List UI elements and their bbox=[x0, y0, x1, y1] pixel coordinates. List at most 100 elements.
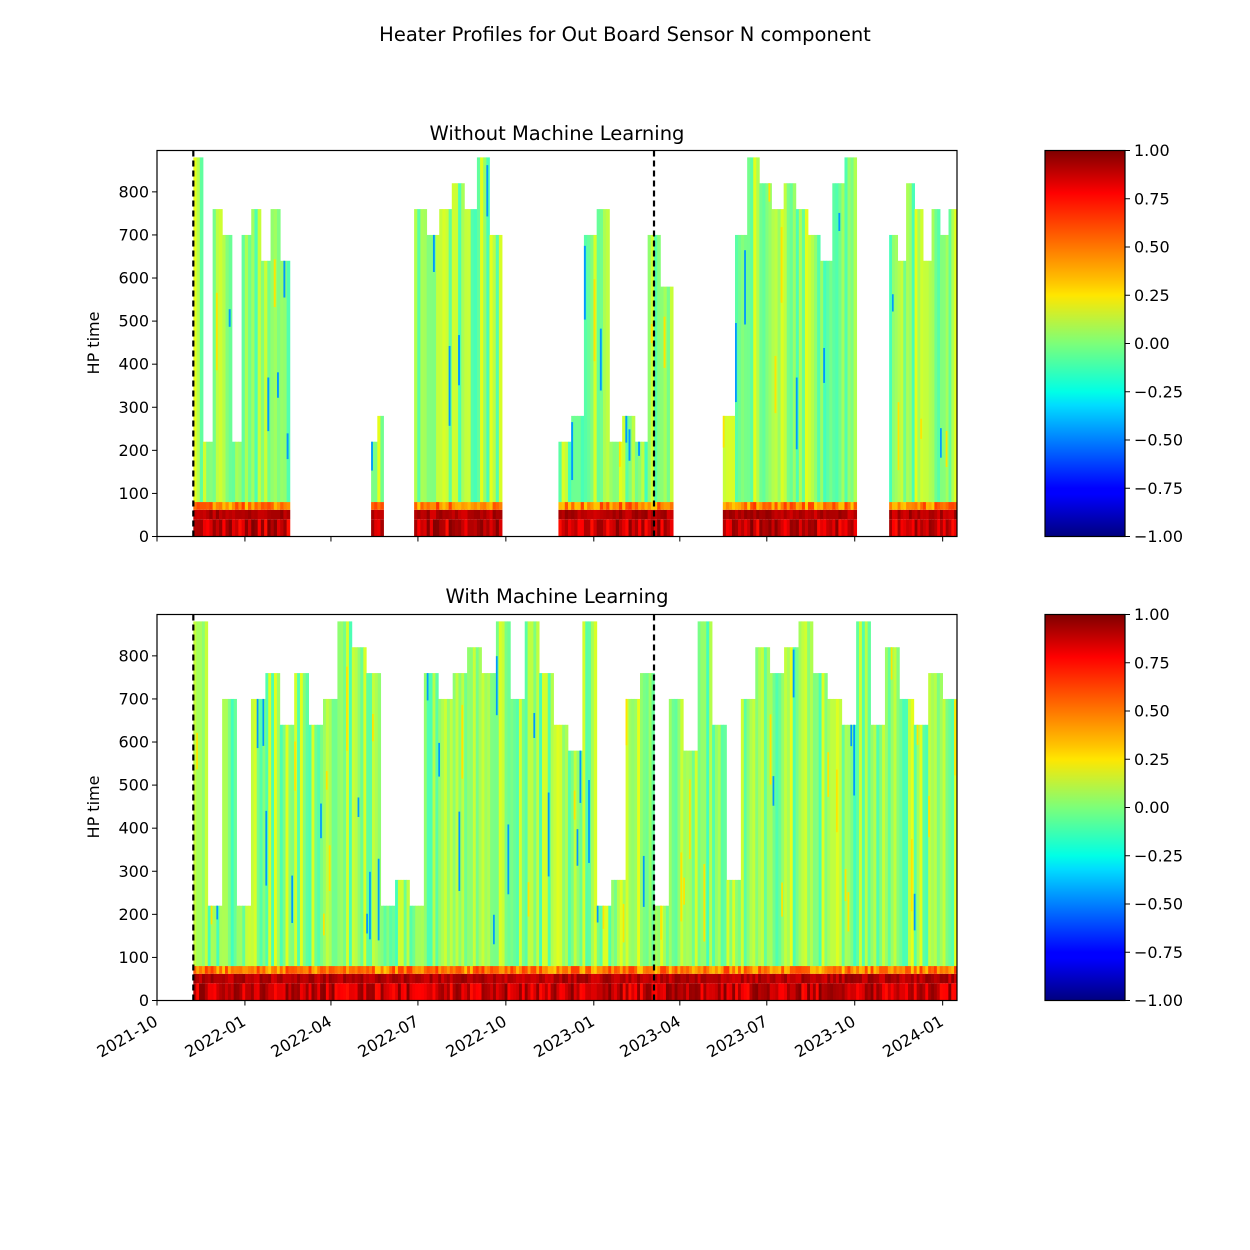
heatmap-cell bbox=[452, 673, 456, 967]
heatmap-cell bbox=[323, 973, 327, 984]
heatmap-cell bbox=[395, 966, 399, 974]
heatmap-cell bbox=[784, 966, 788, 974]
colorbar-tick-label: −1.00 bbox=[1134, 527, 1183, 546]
heatmap-cell bbox=[593, 621, 598, 967]
heatmap-cell bbox=[248, 905, 252, 967]
heatmap-cell bbox=[478, 983, 482, 1001]
heatmap-cell bbox=[945, 509, 949, 520]
heatmap-cell bbox=[951, 509, 955, 520]
heatmap-cell bbox=[461, 973, 465, 984]
heatmap-cell bbox=[660, 983, 664, 1001]
heatmap-cell bbox=[712, 983, 716, 1001]
heatmap-cell bbox=[383, 983, 387, 1001]
heatmap-cell bbox=[752, 973, 756, 984]
heatmap-cell bbox=[777, 209, 782, 503]
heatmap-cell bbox=[464, 502, 468, 510]
heatmap-cell bbox=[631, 973, 635, 984]
heatmap-cell bbox=[521, 983, 526, 1001]
heatmap-cell bbox=[302, 966, 307, 974]
heatmap-cell bbox=[811, 509, 815, 520]
heatmap-cell bbox=[768, 183, 771, 202]
heatmap-cell bbox=[212, 519, 217, 537]
heatmap-cell bbox=[945, 973, 949, 984]
heatmap-cell bbox=[438, 698, 442, 967]
heatmap-cell bbox=[605, 983, 609, 1001]
heatmap-cell bbox=[219, 905, 223, 967]
heatmap-cell bbox=[481, 966, 485, 974]
heatmap-cell bbox=[567, 750, 572, 967]
heatmap-cell bbox=[268, 983, 272, 1001]
heatmap-cell bbox=[587, 502, 591, 510]
heatmap-cell bbox=[429, 973, 433, 984]
heatmap-cell bbox=[783, 509, 788, 520]
heatmap-cell bbox=[795, 209, 800, 503]
heatmap-cell bbox=[274, 966, 278, 974]
heatmap-cell bbox=[544, 673, 549, 967]
heatmap-cell bbox=[308, 973, 312, 984]
heatmap-cell bbox=[441, 983, 445, 1001]
heatmap-cell bbox=[801, 966, 805, 974]
heatmap-cell bbox=[580, 415, 585, 503]
heatmap-cell bbox=[212, 209, 217, 503]
heatmap-cell bbox=[896, 966, 900, 974]
heatmap-cell bbox=[614, 983, 618, 1001]
heatmap-cell bbox=[789, 983, 794, 1001]
heatmap-cell bbox=[328, 983, 333, 1001]
heatmap-cell bbox=[833, 698, 837, 967]
heatmap-cell bbox=[348, 983, 353, 1001]
heatmap-cell bbox=[663, 966, 667, 974]
heatmap-cell bbox=[583, 245, 586, 320]
heatmap-cell bbox=[897, 402, 900, 471]
heatmap-cell bbox=[747, 502, 751, 510]
heatmap-cell bbox=[254, 519, 259, 537]
heatmap-cell bbox=[576, 983, 580, 1001]
heatmap-column bbox=[366, 673, 382, 1001]
heatmap-cell bbox=[622, 966, 626, 974]
heatmap-cell bbox=[280, 260, 284, 503]
heatmap-cell bbox=[590, 502, 594, 510]
heatmap-cell bbox=[638, 509, 642, 520]
heatmap-column bbox=[495, 621, 511, 1001]
heatmap-cell bbox=[513, 983, 517, 1001]
heatmap-cell bbox=[354, 966, 358, 974]
heatmap-cell bbox=[814, 519, 818, 537]
heatmap-cell bbox=[750, 157, 754, 503]
heatmap-cell bbox=[225, 698, 229, 967]
heatmap-cell bbox=[291, 983, 295, 1001]
heatmap-cell bbox=[686, 750, 690, 967]
heatmap-cell bbox=[360, 983, 364, 1001]
heatmap-cell bbox=[516, 983, 520, 1001]
heatmap-cell bbox=[890, 647, 893, 680]
heatmap-cell bbox=[925, 502, 930, 510]
heatmap-cell bbox=[896, 647, 900, 967]
heatmap-column bbox=[481, 673, 497, 1001]
heatmap-cell bbox=[882, 973, 886, 984]
heatmap-cell bbox=[936, 983, 941, 1001]
y-tick-label: 500 bbox=[118, 776, 149, 795]
heatmap-cell bbox=[196, 973, 200, 984]
heatmap-cell bbox=[599, 973, 603, 984]
heatmap-cell bbox=[853, 724, 855, 796]
heatmap-cell bbox=[815, 983, 820, 1001]
heatmap-cell bbox=[847, 157, 851, 503]
heatmap-cell bbox=[789, 966, 794, 974]
heatmap-cell bbox=[314, 983, 318, 1001]
heatmap-column bbox=[489, 234, 503, 537]
heatmap-cell bbox=[389, 905, 393, 967]
heatmap-cell bbox=[550, 673, 554, 967]
heatmap-cell bbox=[458, 335, 460, 386]
heatmap-cell bbox=[783, 519, 788, 537]
heatmap-cell bbox=[694, 750, 699, 967]
heatmap-cell bbox=[942, 519, 947, 537]
heatmap-cell bbox=[725, 415, 730, 503]
heatmap-cell bbox=[302, 983, 307, 1001]
heatmap-cell bbox=[257, 509, 262, 520]
heatmap-cell bbox=[371, 502, 375, 510]
heatmap-cell bbox=[314, 966, 318, 974]
heatmap-cell bbox=[829, 509, 833, 520]
heatmap-cell bbox=[409, 966, 413, 974]
heatmap-cell bbox=[449, 973, 454, 984]
heatmap-column bbox=[683, 750, 699, 1001]
heatmap-cell bbox=[366, 673, 370, 967]
heatmap-cell bbox=[665, 983, 670, 1001]
